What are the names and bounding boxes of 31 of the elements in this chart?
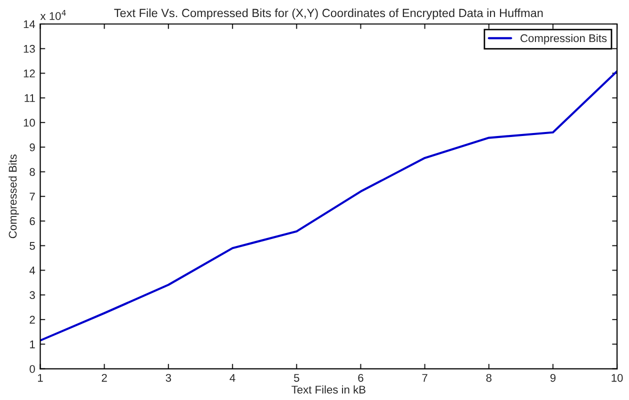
y-tick-label: 8	[30, 168, 35, 176]
x-tick-label: 6	[358, 374, 364, 382]
x-axis-title: Text Files in kB	[292, 385, 366, 394]
y-tick-label: 4	[29, 266, 36, 274]
y-tick-label: 11	[24, 94, 35, 102]
y-tick-label: 1	[30, 340, 35, 348]
y-tick-label: 3	[30, 291, 35, 300]
chart-title: Text File Vs. Compressed Bits for (X,Y) Coordinates of Encrypted Data in Huffman	[114, 8, 543, 20]
y-tick-label: 7	[30, 192, 35, 200]
x-tick-label: 8	[486, 374, 492, 382]
line-series	[40, 70, 618, 342]
x-tick-label: 9	[550, 374, 556, 382]
x-tick-label: 5	[294, 374, 300, 382]
y-tick-label: 13	[24, 44, 35, 53]
y-tick-label: 2	[30, 316, 35, 324]
y-tick-label: 12	[24, 70, 35, 78]
y-tick-label: 14	[24, 20, 36, 28]
legend-label: Compression Bits	[520, 34, 607, 44]
x-tick-label: 4	[230, 374, 236, 382]
x-tick-label: 3	[166, 374, 172, 382]
y-tick-label: 9	[30, 143, 35, 152]
y-tick-label: 0	[30, 365, 35, 373]
x-tick-label: 7	[422, 374, 428, 382]
y-tick-label: 6	[30, 217, 35, 226]
y-tick-label: 10	[24, 118, 35, 127]
y-tick-label: 5	[30, 242, 35, 250]
x-tick-label: 2	[102, 374, 107, 382]
text: x 10$^{4}$	[40, 10, 66, 20]
y-axis-title: Compressed Bits	[8, 154, 19, 238]
x-tick-label: 1	[38, 374, 43, 382]
x-tick-label: 10	[612, 374, 623, 382]
